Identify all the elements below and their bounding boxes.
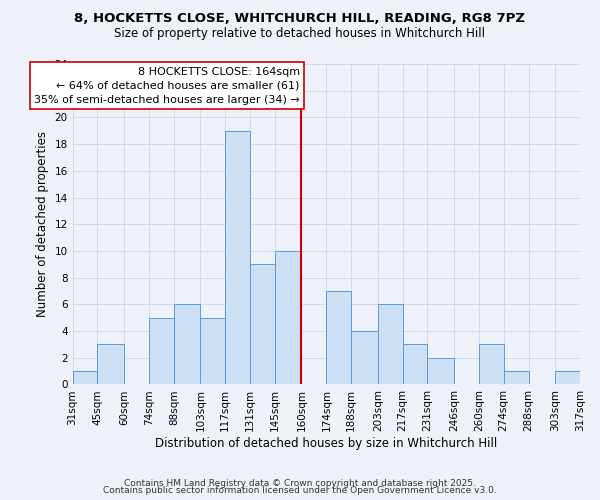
- Bar: [479, 344, 504, 385]
- Bar: [504, 371, 529, 384]
- Bar: [403, 344, 427, 385]
- Text: 8, HOCKETTS CLOSE, WHITCHURCH HILL, READING, RG8 7PZ: 8, HOCKETTS CLOSE, WHITCHURCH HILL, READ…: [74, 12, 526, 26]
- Text: Size of property relative to detached houses in Whitchurch Hill: Size of property relative to detached ho…: [115, 28, 485, 40]
- Bar: [275, 251, 301, 384]
- Bar: [250, 264, 275, 384]
- Bar: [351, 331, 378, 384]
- Bar: [174, 304, 200, 384]
- Text: Contains public sector information licensed under the Open Government Licence v3: Contains public sector information licen…: [103, 486, 497, 495]
- Bar: [326, 291, 351, 384]
- Bar: [149, 318, 174, 384]
- Bar: [378, 304, 403, 384]
- Bar: [427, 358, 454, 384]
- Bar: [225, 131, 250, 384]
- Y-axis label: Number of detached properties: Number of detached properties: [36, 131, 49, 317]
- Text: Contains HM Land Registry data © Crown copyright and database right 2025.: Contains HM Land Registry data © Crown c…: [124, 478, 476, 488]
- Bar: [73, 371, 97, 384]
- X-axis label: Distribution of detached houses by size in Whitchurch Hill: Distribution of detached houses by size …: [155, 437, 497, 450]
- Text: 8 HOCKETTS CLOSE: 164sqm
← 64% of detached houses are smaller (61)
35% of semi-d: 8 HOCKETTS CLOSE: 164sqm ← 64% of detach…: [34, 66, 300, 104]
- Bar: [97, 344, 124, 385]
- Bar: [200, 318, 225, 384]
- Bar: [555, 371, 580, 384]
